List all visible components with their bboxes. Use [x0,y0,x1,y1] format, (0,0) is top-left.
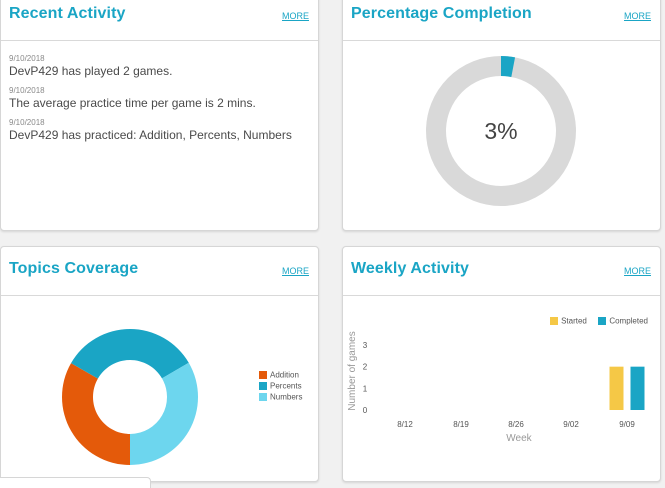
card-header: Topics Coverage MORE [1,247,318,296]
card-title: Weekly Activity [351,260,469,277]
bar-started [609,366,624,410]
activity-text: DevP429 has played 2 games. [9,64,173,78]
card-title: Topics Coverage [9,260,139,277]
y-tick-label: 0 [363,406,368,415]
donut-slice-numbers [130,362,198,465]
x-tick-label: 9/09 [619,420,635,429]
topics-donut-chart [61,329,198,465]
completion-ring-chart: 3% [426,56,576,206]
chart-legend: Addition Percents Numbers [259,366,303,402]
card-header: Weekly Activity MORE [343,247,660,296]
topics-coverage-card: Topics Coverage MORE Addition Percents N… [0,246,319,482]
x-tick-label: 8/12 [397,420,413,429]
y-tick-label: 2 [363,363,368,372]
legend-label: Started [561,316,587,326]
chart-legend: Started Completed [543,312,648,330]
activity-date: 9/10/2018 [9,118,45,127]
percentage-completion-card: Percentage Completion MORE 3% [342,0,661,231]
card-title: Recent Activity [9,5,126,22]
legend-label: Addition [270,370,299,380]
card-header: Percentage Completion MORE [343,0,660,41]
legend-label: Percents [270,381,302,391]
x-axis-label: Week [506,433,532,444]
card-title: Percentage Completion [351,5,532,22]
bar-completed [630,366,645,410]
donut-slice-addition [61,363,130,465]
legend-swatch [598,316,607,325]
activity-date: 9/10/2018 [9,86,45,95]
legend-item-started: Started [550,312,587,326]
weekly-activity-card: Weekly Activity MORE Started Completed 0… [342,246,661,482]
legend-swatch [259,392,267,401]
x-tick-label: 8/19 [453,420,469,429]
footer-strip [0,477,151,488]
more-link[interactable]: MORE [624,11,651,21]
legend-swatch [259,370,267,379]
legend-label: Numbers [270,392,303,402]
weekly-bar-chart: 0 1 2 3 8/12 8/19 8/26 9/02 9/09 Week Number of ga… [347,331,645,444]
activity-text: DevP429 has practiced: Addition, Percent… [9,128,292,142]
legend-item-completed: Completed [598,312,648,326]
y-tick-label: 1 [363,384,368,393]
activity-date: 9/10/2018 [9,54,45,63]
activity-text: The average practice time per game is 2 … [9,96,256,110]
donut-slice-percents [71,329,189,379]
more-link[interactable]: MORE [282,11,309,21]
list-item: 9/10/2018 The average practice time per … [9,86,310,111]
more-link[interactable]: MORE [624,266,651,276]
y-tick-label: 3 [363,341,368,350]
more-link[interactable]: MORE [282,266,309,276]
legend-label: Completed [609,316,648,326]
list-item: 9/10/2018 DevP429 has played 2 games. [9,54,310,79]
legend-item-addition: Addition [259,366,302,380]
card-header: Recent Activity MORE [1,0,318,41]
ring-progress [500,56,516,78]
legend-item-numbers: Numbers [259,388,303,402]
legend-swatch [259,381,267,390]
y-axis-label: Number of games [347,331,358,410]
list-item: 9/10/2018 DevP429 has practiced: Additio… [9,118,310,143]
x-tick-label: 8/26 [508,420,524,429]
legend-swatch [550,316,559,325]
legend-item-percents: Percents [259,377,302,391]
x-tick-label: 9/02 [563,420,579,429]
activity-list: 9/10/2018 DevP429 has played 2 games. 9/… [9,54,310,150]
recent-activity-card: Recent Activity MORE 9/10/2018 DevP429 h… [0,0,319,231]
completion-value: 3% [484,118,517,144]
